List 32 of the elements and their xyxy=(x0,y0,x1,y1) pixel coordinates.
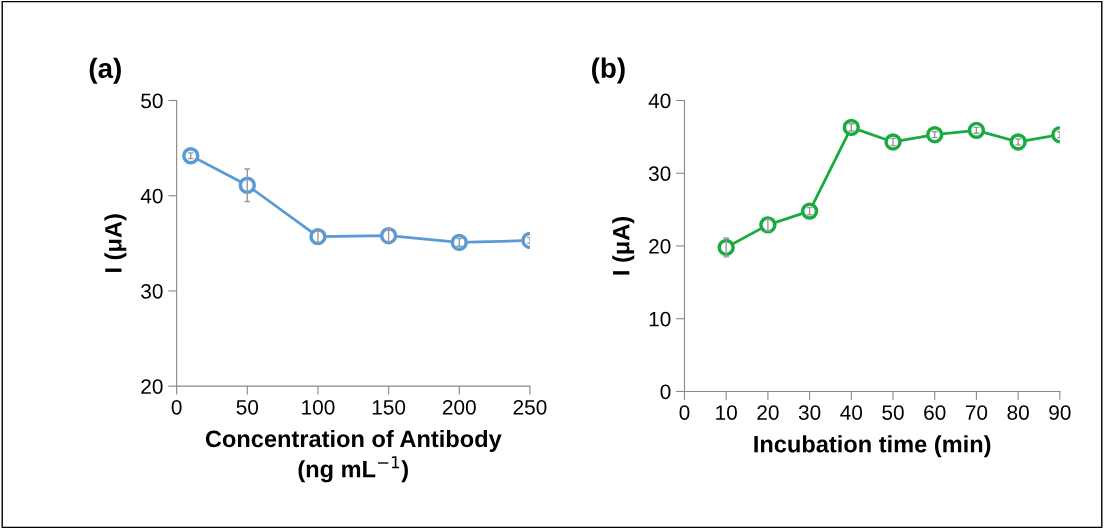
y-tick-label: 30 xyxy=(141,283,163,299)
x-axis-title: Concentration of Antibody (ng mL$^{−1}$) xyxy=(205,429,502,483)
y-tick-label: 30 xyxy=(648,166,671,181)
x-tick-label: 80 xyxy=(1007,405,1029,420)
x-tick-label: 100 xyxy=(302,399,335,415)
x-tick-label: 200 xyxy=(442,399,476,415)
x-tick-label: 250 xyxy=(513,399,547,415)
y-tick-label: 20 xyxy=(141,379,163,394)
x-tick-label: 70 xyxy=(965,405,988,420)
x-tick-label: 0 xyxy=(171,399,182,415)
y-axis-title: I (μA) xyxy=(612,216,635,275)
y-tick-label: 40 xyxy=(140,188,163,204)
x-tick-label: 60 xyxy=(924,405,946,420)
chart-title: (b) xyxy=(592,57,625,84)
x-axis-title: Incubation time (min) xyxy=(754,435,991,458)
x-tick-label: 50 xyxy=(882,405,904,420)
x-tick-label: 0 xyxy=(679,405,690,420)
y-axis-title: I (μA) xyxy=(104,214,127,272)
x-tick-label: 20 xyxy=(757,405,779,420)
point xyxy=(238,176,256,194)
x-tick-label: 50 xyxy=(236,399,259,415)
y-tick-label: 20 xyxy=(649,238,671,254)
x-tick-label: 40 xyxy=(840,405,863,420)
x-tick-label: 150 xyxy=(372,399,406,415)
y-tick-label: 0 xyxy=(660,384,671,400)
chart-title: (a) xyxy=(89,57,121,84)
x-tick-label: 30 xyxy=(798,405,821,420)
x-tick-label: 90 xyxy=(1049,405,1071,420)
y-tick-label: 10 xyxy=(649,311,671,327)
y-tick-label: 50 xyxy=(141,93,163,109)
y-tick-label: 40 xyxy=(648,93,671,109)
x-tick-label: 10 xyxy=(716,405,737,420)
